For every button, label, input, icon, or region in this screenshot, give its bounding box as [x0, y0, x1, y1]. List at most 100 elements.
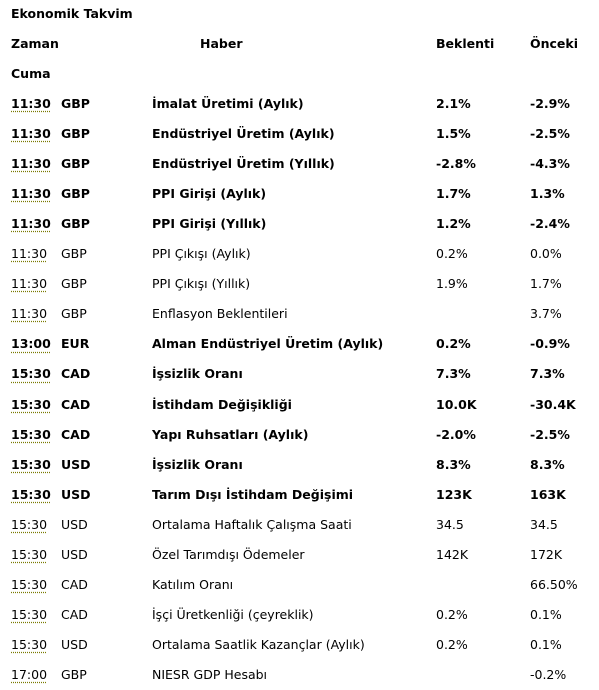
row-currency: GBP [61, 216, 90, 232]
row-previous: -0.2% [530, 666, 567, 682]
row-expected: 7.3% [436, 366, 471, 382]
table-row: 15:30 CAD İstihdam Değişikliği 10.0K -30.4K [0, 397, 599, 417]
row-news-title: PPI Çıkışı (Aylık) [152, 246, 251, 262]
row-previous: -0.9% [530, 336, 570, 352]
row-previous: 66.50% [530, 576, 578, 592]
row-expected: 1.7% [436, 186, 471, 202]
row-previous: 7.3% [530, 366, 565, 382]
row-currency: USD [61, 456, 91, 472]
row-currency: GBP [61, 186, 90, 202]
row-expected: 1.2% [436, 216, 471, 232]
row-currency: CAD [61, 606, 88, 622]
row-time: 15:30 [11, 606, 48, 622]
row-time: 11:30 [11, 156, 51, 172]
row-currency: USD [61, 546, 88, 562]
row-currency: GBP [61, 276, 87, 292]
row-news-title: Tarım Dışı İstihdam Değişimi [152, 486, 354, 502]
row-expected: 34.5 [436, 516, 464, 532]
table-row: 15:30 CAD İşçi Üretkenliği (çeyreklik) 0.2%… [0, 607, 599, 627]
row-news-title: PPI Girişi (Yıllık) [152, 216, 267, 232]
row-previous: -2.4% [530, 216, 570, 232]
row-expected: 123K [436, 486, 472, 502]
row-previous: -4.3% [530, 156, 570, 172]
row-expected: 0.2% [436, 606, 468, 622]
row-news-title: Endüstriyel Üretim (Aylık) [152, 126, 335, 142]
row-currency: EUR [61, 336, 90, 352]
row-previous: 3.7% [530, 306, 562, 322]
header-news: Haber [200, 36, 243, 51]
row-time: 15:30 [11, 486, 51, 502]
row-currency: USD [61, 516, 88, 532]
row-previous: -2.9% [530, 96, 570, 111]
row-currency: USD [61, 636, 88, 652]
table-row: 11:30 GBP PPI Girişi (Aylık) 1.7% 1.3% [0, 186, 599, 206]
row-news-title: Alman Endüstriyel Üretim (Aylık) [152, 336, 384, 352]
row-news-title: Katılım Oranı [152, 576, 234, 592]
table-row: 11:30 GBP Enflasyon Beklentileri 3.7% [0, 306, 599, 326]
row-previous: 34.5 [530, 516, 558, 532]
row-time: 15:30 [11, 396, 51, 412]
table-row: 15:30 USD İşsizlik Oranı 8.3% 8.3% [0, 457, 599, 477]
row-previous: 1.3% [530, 186, 565, 202]
row-expected: 142K [436, 546, 469, 562]
row-previous: 0.0% [530, 246, 562, 262]
header-previous: Önceki [530, 36, 579, 51]
row-previous: 163K [530, 486, 566, 502]
table-row: 15:30 CAD Yapı Ruhsatları (Aylık) -2.0% -2.5… [0, 427, 599, 447]
row-currency: GBP [61, 666, 87, 682]
table-row: 15:30 USD Özel Tarımdışı Ödemeler 142K 172K [0, 547, 599, 567]
row-news-title: Ortalama Haftalık Çalışma Saati [152, 516, 352, 532]
row-time: 11:30 [11, 276, 48, 292]
row-time: 11:30 [11, 186, 51, 202]
row-currency: GBP [61, 96, 90, 111]
row-news-title: İşsizlik Oranı [152, 366, 243, 382]
row-news-title: PPI Girişi (Aylık) [152, 186, 267, 202]
row-expected: 2.1% [436, 96, 471, 111]
table-row: 15:30 USD Tarım Dışı İstihdam Değişimi 123K… [0, 487, 599, 507]
row-previous: -2.5% [530, 426, 570, 442]
row-previous: 0.1% [530, 636, 562, 652]
row-time: 13:00 [11, 336, 51, 352]
row-time: 15:30 [11, 576, 48, 592]
row-time: 11:30 [11, 246, 48, 262]
row-time: 15:30 [11, 636, 48, 652]
header-time: Zaman [11, 36, 59, 51]
row-news-title: Özel Tarımdışı Ödemeler [152, 546, 305, 562]
row-currency: GBP [61, 156, 90, 172]
row-expected: -2.8% [436, 156, 476, 172]
row-expected: 8.3% [436, 456, 471, 472]
row-previous: 0.1% [530, 606, 562, 622]
table-row: 11:30 GBP İmalat Üretimi (Aylık) 2.1% -2.9% [0, 96, 599, 116]
row-expected: 1.5% [436, 126, 471, 142]
row-currency: GBP [61, 306, 87, 322]
table-row: 13:00 EUR Alman Endüstriyel Üretim (Aylık)… [0, 336, 599, 356]
table-row: 17:00 GBP NIESR GDP Hesabı -0.2% [0, 667, 599, 687]
row-currency: CAD [61, 396, 91, 412]
row-news-title: Ortalama Saatlik Kazançlar (Aylık) [152, 636, 365, 652]
row-news-title: İşçi Üretkenliği (çeyreklik) [152, 606, 314, 622]
row-news-title: NIESR GDP Hesabı [152, 666, 268, 682]
row-expected: 0.2% [436, 636, 468, 652]
row-expected: 1.9% [436, 276, 468, 292]
row-time: 11:30 [11, 126, 51, 142]
row-time: 11:30 [11, 96, 51, 111]
row-previous: 8.3% [530, 456, 565, 472]
row-currency: GBP [61, 246, 87, 262]
page-title: Ekonomik Takvim [11, 6, 133, 21]
table-row: 15:30 CAD İşsizlik Oranı 7.3% 7.3% [0, 366, 599, 386]
table-row: 11:30 GBP PPI Çıkışı (Yıllık) 1.9% 1.7% [0, 276, 599, 296]
row-time: 15:30 [11, 516, 48, 532]
table-row: 11:30 GBP Endüstriyel Üretim (Aylık) 1.5% -2… [0, 126, 599, 146]
row-time: 11:30 [11, 306, 48, 322]
row-news-title: PPI Çıkışı (Yıllık) [152, 276, 251, 292]
row-news-title: Enflasyon Beklentileri [152, 306, 288, 322]
row-news-title: Yapı Ruhsatları (Aylık) [152, 426, 309, 442]
table-row: 11:30 GBP PPI Girişi (Yıllık) 1.2% -2.4% [0, 216, 599, 236]
row-news-title: İşsizlik Oranı [152, 456, 243, 472]
row-time: 15:30 [11, 546, 48, 562]
row-time: 15:30 [11, 426, 51, 442]
row-expected: 10.0K [436, 396, 477, 412]
row-previous: -2.5% [530, 126, 570, 142]
row-expected: -2.0% [436, 426, 476, 442]
row-previous: 172K [530, 546, 563, 562]
